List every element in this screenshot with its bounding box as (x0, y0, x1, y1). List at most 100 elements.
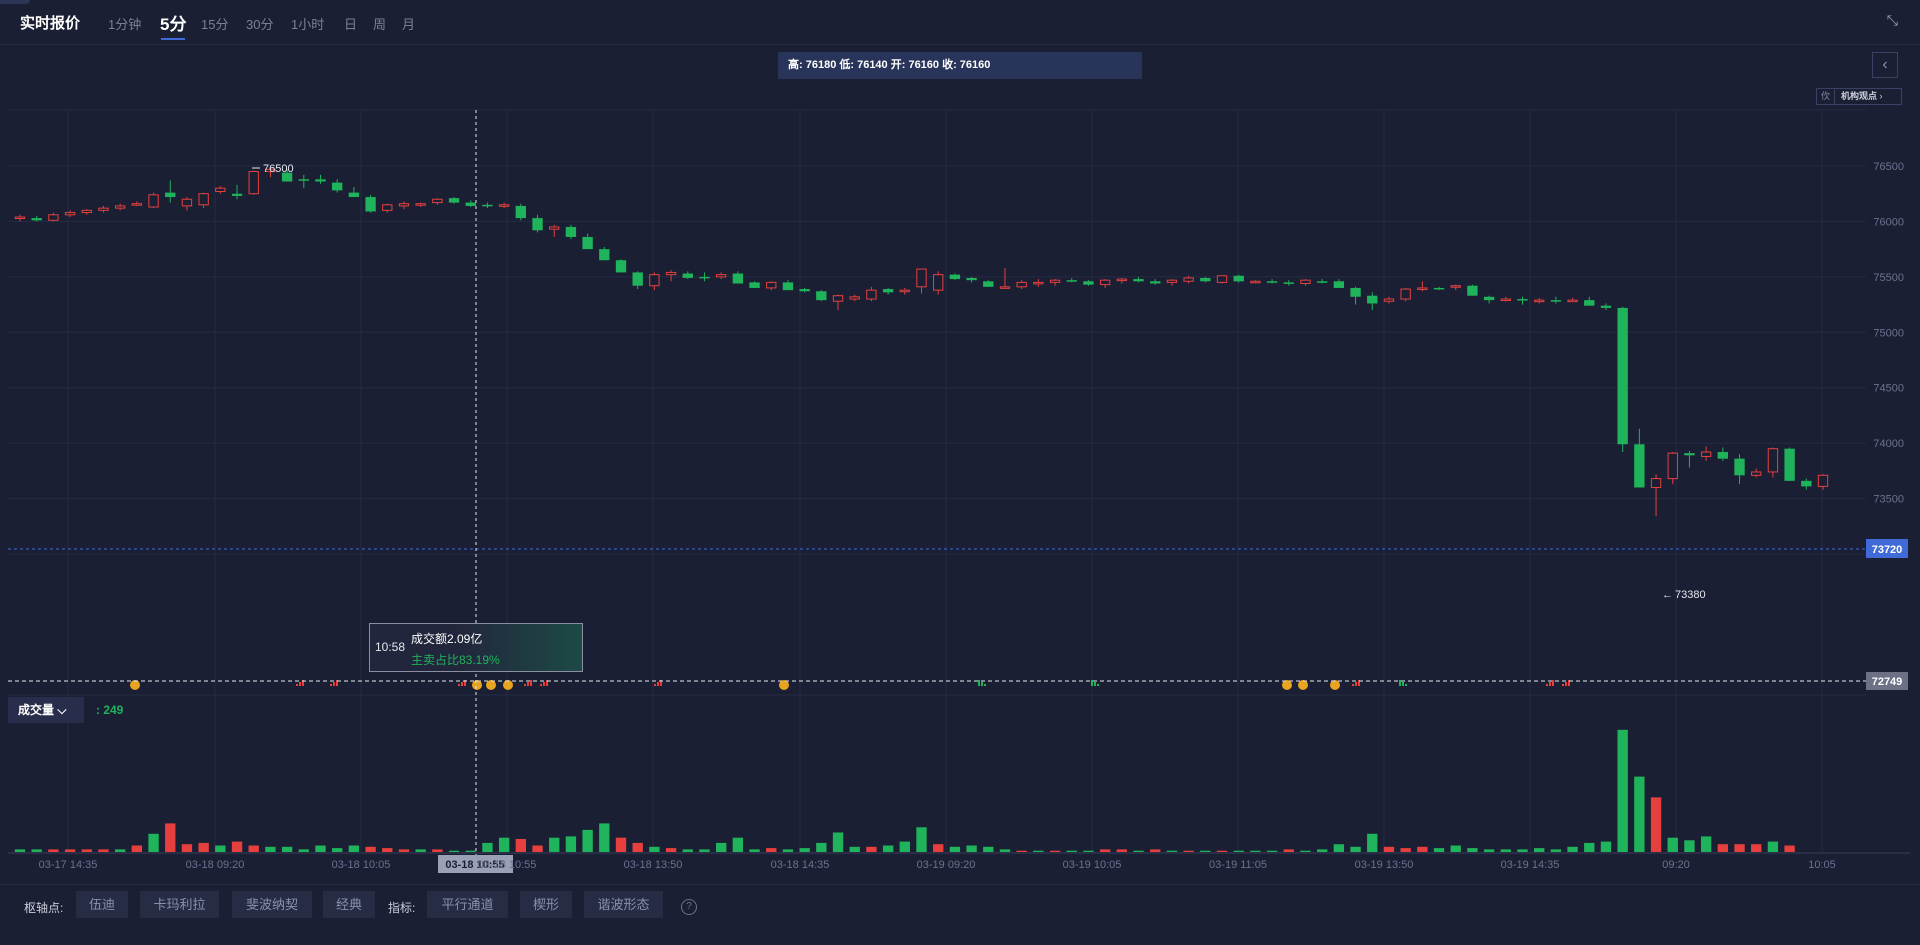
period-tab-week[interactable]: 周 (373, 17, 387, 32)
signal-bars-marker (1552, 680, 1554, 686)
candle-body (1817, 474, 1829, 487)
tooltip-time: 10:58 (375, 640, 406, 654)
candle-body (999, 286, 1011, 289)
chevron-left-icon[interactable]: ‹ (1872, 52, 1898, 78)
volume-bar (615, 837, 627, 852)
candle-body (31, 218, 42, 221)
candle-body (766, 281, 777, 289)
candle-body (949, 274, 961, 280)
pivot-woodie-button[interactable]: 伍迪 (76, 891, 128, 918)
volume-bar (1133, 850, 1144, 852)
pivot-camarilla-button[interactable]: 卡玛利拉 (140, 891, 219, 918)
candle-body (1383, 298, 1395, 302)
tooltip-sell-ratio: 主卖占比83.19% (411, 653, 500, 667)
period-tab-5min[interactable]: 5分 (160, 10, 186, 40)
volume-bar (699, 849, 710, 852)
volume-bar (1634, 776, 1645, 852)
volume-bar (933, 844, 944, 852)
candle-body (1400, 288, 1411, 300)
shrink-arrows-icon[interactable]: ⤡ (1886, 12, 1898, 28)
volume-bar (1450, 845, 1461, 852)
period-tab-1min[interactable]: 1分钟 (108, 17, 142, 32)
candlestick-chart[interactable]: 7650076000755007500074500740007350073000… (0, 0, 1920, 884)
help-icon[interactable]: ? (681, 899, 697, 915)
candle-body (1417, 287, 1428, 290)
pivot-classic-button[interactable]: 经典 (323, 891, 375, 918)
volume-bar (782, 849, 794, 852)
event-marker-circle (1330, 680, 1340, 690)
candle-body (1467, 285, 1478, 296)
volume-bar (515, 839, 527, 852)
period-tab-15min[interactable]: 15分 (201, 17, 229, 32)
x-tick-label: 09:20 (1662, 859, 1690, 871)
volume-bar (165, 823, 176, 852)
candle-body (365, 197, 376, 212)
institution-view-button[interactable]: 㐸机构观点 › (1816, 88, 1902, 105)
period-tab-day[interactable]: 日 (344, 17, 358, 32)
candle-body (215, 187, 226, 192)
indicator-parallel-channel-button[interactable]: 平行通道 (427, 891, 508, 918)
volume-bar (665, 848, 677, 852)
event-marker-circle (130, 680, 140, 690)
signal-bars-marker (461, 682, 463, 686)
y-tick-label: 73500 (1873, 494, 1904, 506)
candle-body (298, 179, 309, 181)
institution-icon: 㐸 (1817, 89, 1836, 104)
candle-body (1066, 280, 1077, 282)
volume-bar (1266, 850, 1278, 852)
candle-body (649, 274, 660, 287)
x-tick-label: 03-18 13:50 (624, 859, 683, 871)
volume-bar (332, 848, 343, 852)
candle-body (1233, 275, 1244, 282)
volume-bar (415, 849, 426, 852)
candle-body (1483, 296, 1495, 301)
x-tick-label: 03-18 14:35 (771, 859, 830, 871)
candle-body (1433, 287, 1445, 290)
period-tab-month[interactable]: 月 (402, 17, 416, 32)
volume-bar (565, 836, 577, 852)
period-tab-1hour[interactable]: 1小时 (291, 17, 325, 32)
candle-body (799, 289, 810, 292)
volume-bar (281, 846, 293, 852)
pivot-fibonacci-button[interactable]: 斐波纳契 (232, 891, 312, 918)
candle-body (599, 249, 610, 261)
signal-bars-marker (654, 684, 656, 686)
volume-bar (98, 849, 109, 852)
volume-indicator-dropdown[interactable]: 成交量 ⌵ (8, 697, 84, 723)
volume-bar (1567, 846, 1578, 852)
indicator-harmonic-button[interactable]: 谐波形态 (584, 891, 663, 918)
volume-bar (498, 837, 510, 852)
candle-body (1166, 279, 1178, 283)
indicator-wedge-button[interactable]: 楔形 (520, 891, 572, 918)
volume-bar (1717, 844, 1729, 852)
volume-bar (215, 845, 226, 852)
candle-body (1751, 471, 1762, 476)
period-tab-30min[interactable]: 30分 (246, 17, 274, 32)
candle-body (1367, 295, 1378, 304)
volume-bar (1684, 840, 1695, 852)
signal-bars-marker (984, 684, 986, 686)
candle-body (515, 205, 527, 219)
pivot-points-label: 枢轴点: (24, 901, 64, 915)
volume-bar (882, 845, 894, 852)
y-tick-label: 74500 (1873, 383, 1904, 395)
candle-body (1200, 277, 1211, 282)
price-axis-labels: 7650076000755007500074500740007350073000 (1873, 161, 1904, 561)
volume-bar (983, 846, 994, 852)
volume-bar (532, 845, 543, 852)
signal-bars-marker (333, 682, 335, 686)
event-marker-circle (779, 680, 789, 690)
volume-bar (1233, 850, 1244, 852)
candle-body (1767, 448, 1779, 473)
candle-body (1133, 279, 1144, 282)
volume-bar (549, 837, 560, 852)
volume-bar (866, 846, 877, 852)
candle-body (1517, 299, 1528, 301)
volume-bar (1200, 850, 1211, 852)
volume-bar (916, 827, 927, 852)
volume-bar (949, 846, 961, 852)
volume-bar (966, 845, 977, 852)
signal-bars-marker (1568, 680, 1570, 686)
candle-body (1300, 279, 1311, 285)
volume-bar (1033, 850, 1044, 852)
